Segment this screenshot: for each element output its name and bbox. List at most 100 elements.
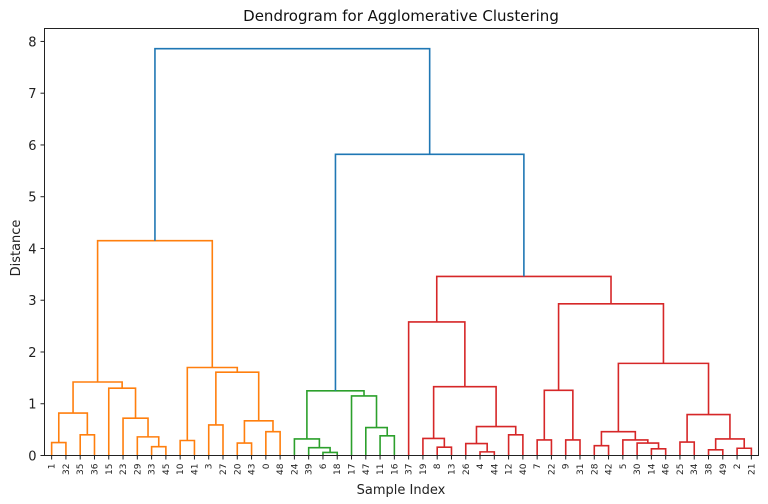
- merge-link-r15: [622, 439, 649, 456]
- leaf-label: 11: [376, 464, 386, 475]
- leaf-label: 10: [176, 463, 186, 475]
- leaf-label: 27: [219, 464, 229, 475]
- leaf-label: 19: [419, 463, 429, 475]
- merge-link-o1: [50, 441, 67, 456]
- merge-link-o11: [236, 442, 253, 456]
- merge-link-r17: [679, 441, 696, 456]
- plot-frame: [44, 28, 759, 456]
- x-axis-title: Sample Index: [357, 483, 446, 498]
- leaf-label: 12: [505, 463, 515, 474]
- leaf-label: 36: [90, 463, 100, 475]
- merge-link-r3: [479, 451, 496, 456]
- merge-link-r4: [464, 442, 488, 456]
- y-tick-label: 8: [28, 35, 36, 50]
- leaf-label: 28: [590, 463, 600, 475]
- merge-link-r23: [557, 303, 665, 391]
- merge-link-r1: [436, 446, 453, 456]
- leaf-label: 2: [733, 464, 743, 470]
- merge-link-o14: [215, 371, 260, 425]
- leaf-label: 1: [48, 464, 58, 470]
- y-tick-label: 7: [28, 87, 36, 102]
- leaf-label: 4: [476, 463, 486, 469]
- leaf-label: 3: [205, 464, 215, 470]
- leaf-label: 44: [490, 463, 500, 475]
- leaf-label: 45: [162, 464, 172, 475]
- y-tick-label: 2: [28, 346, 36, 361]
- leaf-label: 38: [705, 463, 715, 475]
- leaf-label: 46: [662, 463, 672, 475]
- leaf-label: 39: [305, 463, 315, 475]
- merge-link-r18: [707, 449, 724, 456]
- y-tick-label: 0: [28, 450, 36, 465]
- merge-link-o10: [207, 424, 224, 456]
- leaf-label: 8: [433, 463, 443, 469]
- merge-link-o7: [107, 387, 137, 456]
- y-tick-label: 1: [28, 398, 36, 413]
- merge-link-o4: [150, 445, 167, 456]
- leaf-label: 35: [76, 464, 86, 475]
- leaf-label: 9: [562, 463, 572, 469]
- leaf-label: 20: [233, 463, 243, 475]
- merge-link-r24: [435, 275, 612, 322]
- merge-link-g6: [350, 395, 378, 456]
- merge-link-b0: [154, 47, 431, 241]
- leaf-label: 48: [276, 463, 286, 475]
- merge-link-r13: [650, 447, 667, 456]
- leaf-label: 30: [633, 463, 643, 475]
- leaf-label: 24: [290, 463, 300, 475]
- leaf-label: 25: [676, 464, 686, 475]
- y-tick-label: 6: [28, 139, 36, 154]
- leaf-label: 23: [119, 464, 129, 475]
- merge-link-b1: [334, 153, 525, 391]
- leaf-label: 29: [133, 463, 143, 475]
- merge-link-r9: [536, 439, 553, 456]
- merge-link-r11: [543, 389, 574, 440]
- merge-link-r12: [593, 444, 610, 456]
- leaf-label: 15: [105, 464, 115, 475]
- leaf-label: 17: [348, 464, 358, 475]
- leaf-label: 42: [605, 464, 615, 475]
- leaf-label: 34: [690, 463, 700, 475]
- merge-link-r21: [686, 413, 731, 443]
- merge-link-r19: [736, 447, 753, 456]
- merge-link-r10: [564, 439, 581, 456]
- merge-link-r16: [600, 430, 637, 446]
- x-axis: 1 32 35 36 15 23 29 33 45 10 41 3 27 20 43 0 48 24 39 6 18 17…: [48, 455, 757, 475]
- dendrogram-links: [50, 47, 753, 456]
- leaf-label: 6: [319, 463, 329, 469]
- merge-link-o8: [72, 381, 123, 414]
- merge-link-g4: [379, 435, 396, 456]
- leaf-label: 26: [462, 463, 472, 475]
- leaf-label: 41: [190, 464, 200, 475]
- merge-link-o16: [96, 239, 214, 383]
- merge-link-r8: [407, 321, 466, 456]
- leaf-label: 0: [262, 463, 272, 469]
- leaf-label: 22: [547, 464, 557, 475]
- merge-link-g5: [365, 426, 389, 456]
- y-tick-label: 4: [28, 242, 36, 257]
- leaf-label: 7: [533, 464, 543, 470]
- y-axis-title: Distance: [9, 220, 24, 277]
- leaf-label: 43: [248, 464, 258, 475]
- merge-link-o6: [122, 417, 149, 456]
- merge-link-o2: [79, 433, 96, 456]
- merge-link-g7: [306, 390, 365, 439]
- merge-link-r22: [617, 362, 710, 432]
- leaf-label: 37: [405, 464, 415, 475]
- merge-link-o3: [57, 412, 89, 443]
- leaf-label: 33: [148, 464, 158, 475]
- leaf-label: 47: [362, 464, 372, 475]
- leaf-label: 14: [647, 463, 657, 475]
- merge-link-o15: [186, 366, 239, 441]
- leaf-label: 13: [447, 464, 457, 475]
- y-tick-label: 5: [28, 191, 36, 206]
- leaf-label: 21: [747, 464, 757, 475]
- leaf-label: 18: [333, 463, 343, 475]
- merge-link-g3: [293, 438, 321, 456]
- merge-link-r5: [507, 433, 524, 456]
- leaf-label: 31: [576, 464, 586, 475]
- leaf-label: 40: [519, 463, 529, 475]
- merge-link-r20: [714, 438, 746, 450]
- y-tick-label: 3: [28, 294, 36, 309]
